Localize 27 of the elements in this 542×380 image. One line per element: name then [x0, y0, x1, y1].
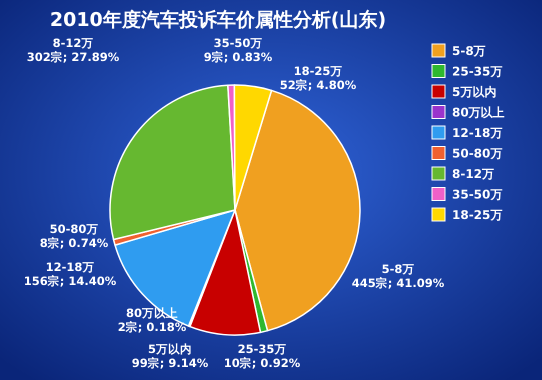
slice-label: 5-8万 — [382, 262, 414, 276]
legend-label: 5-8万 — [452, 44, 486, 58]
slice-label: 35-50万 — [214, 36, 262, 50]
data-label: 52宗; 4.80% — [280, 78, 357, 92]
slice-label: 12-18万 — [46, 260, 94, 274]
data-label: 156宗; 14.40% — [24, 274, 117, 288]
data-label: 445宗; 41.09% — [352, 276, 445, 290]
legend-label: 80万以上 — [452, 106, 505, 120]
chart-title: 2010年度汽车投诉车价属性分析(山东) — [50, 9, 386, 31]
legend-label: 18-25万 — [452, 208, 502, 222]
legend-label: 35-50万 — [452, 188, 502, 202]
legend-label: 5万以内 — [452, 85, 496, 99]
slice-label: 8-12万 — [52, 36, 94, 50]
legend-label: 50-80万 — [452, 146, 502, 160]
slice-label: 5万以内 — [148, 342, 192, 356]
legend-label: 25-35万 — [452, 64, 502, 78]
data-label: 302宗; 27.89% — [26, 50, 120, 64]
legend-label: 8-12万 — [452, 167, 494, 181]
legend-label: 12-18万 — [452, 126, 502, 140]
data-label: 9宗; 0.83% — [204, 50, 273, 64]
data-label: 2宗; 0.18% — [118, 320, 187, 334]
slice-label: 50-80万 — [50, 222, 98, 236]
slice-label: 18-25万 — [294, 64, 342, 78]
data-label: 8宗; 0.74% — [40, 236, 109, 250]
data-label: 10宗; 0.92% — [224, 356, 301, 370]
slice-label: 25-35万 — [238, 342, 286, 356]
data-label: 99宗; 9.14% — [132, 356, 209, 370]
